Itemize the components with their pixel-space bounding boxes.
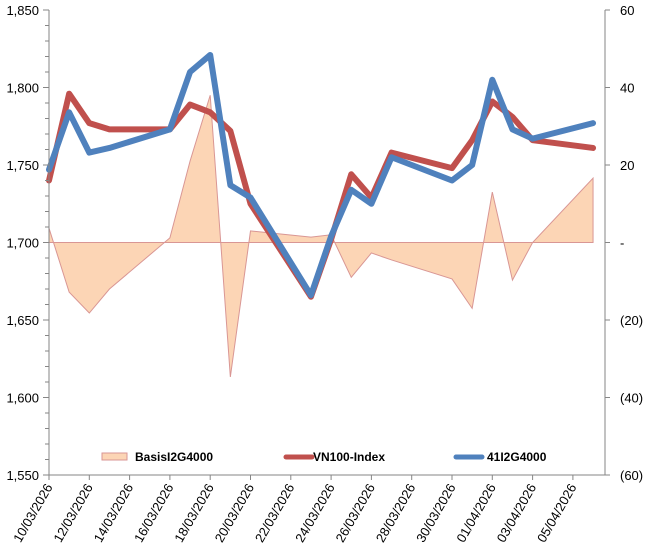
left-tick-label: 1,600 xyxy=(6,391,39,406)
x-tick-label: 01/04/2026 xyxy=(453,481,499,545)
left-tick-label: 1,650 xyxy=(6,313,39,328)
right-tick-label: - xyxy=(620,236,624,251)
right-tick-label: (60) xyxy=(620,468,643,483)
legend-item-41i2g4000[interactable]: 41I2G4000 xyxy=(453,450,547,464)
x-tick-label: 30/03/2026 xyxy=(413,481,459,545)
x-tick-label: 24/03/2026 xyxy=(292,481,338,545)
x-tick-label: 05/04/2026 xyxy=(534,481,580,545)
basis-area-layer xyxy=(48,95,594,378)
legend-label-41i2g4000: 41I2G4000 xyxy=(487,450,547,464)
legend-label-basis: BasisI2G4000 xyxy=(135,450,213,464)
x-ticks: 10/03/202612/03/202614/03/202616/03/2026… xyxy=(10,475,579,545)
x-tick-label: 28/03/2026 xyxy=(373,481,419,545)
x-tick-label: 03/04/2026 xyxy=(494,481,540,545)
legend-label-vn100: VN100-Index xyxy=(313,450,385,464)
x-tick-label: 26/03/2026 xyxy=(332,481,378,545)
lines-layer xyxy=(46,51,597,300)
x-tick-label: 22/03/2026 xyxy=(252,481,298,545)
left-tick-label: 1,750 xyxy=(6,158,39,173)
right-tick-label: 20 xyxy=(620,158,634,173)
legend-item-basis[interactable]: BasisI2G4000 xyxy=(101,450,213,464)
left-tick-label: 1,800 xyxy=(6,81,39,96)
x-tick-label: 10/03/2026 xyxy=(10,481,56,545)
right-tick-label: (40) xyxy=(620,391,643,406)
right-tick-label: 60 xyxy=(620,3,634,18)
left-tick-label: 1,850 xyxy=(6,3,39,18)
legend: BasisI2G4000 VN100-Index 41I2G4000 xyxy=(101,450,547,464)
left-tick-label: 1,550 xyxy=(6,468,39,483)
x-tick-label: 12/03/2026 xyxy=(50,481,96,545)
left-tick-label: 1,700 xyxy=(6,236,39,251)
right-tick-label: 40 xyxy=(620,81,634,96)
basis-area xyxy=(48,95,594,378)
right-y-ticks: (60) (40) (20) - 20 40 60 xyxy=(605,3,643,483)
x-tick-label: 20/03/2026 xyxy=(212,481,258,545)
left-y-ticks: 1,550 1,600 1,650 1,700 1,750 1,800 1,850 xyxy=(6,3,49,483)
41i2g4000-line xyxy=(46,51,597,299)
x-tick-label: 14/03/2026 xyxy=(91,481,137,545)
legend-item-vn100[interactable]: VN100-Index xyxy=(283,450,385,464)
x-tick-label: 18/03/2026 xyxy=(171,481,217,545)
legend-swatch-area xyxy=(101,452,128,461)
x-tick-label: 16/03/2026 xyxy=(131,481,177,545)
right-tick-label: (20) xyxy=(620,313,643,328)
